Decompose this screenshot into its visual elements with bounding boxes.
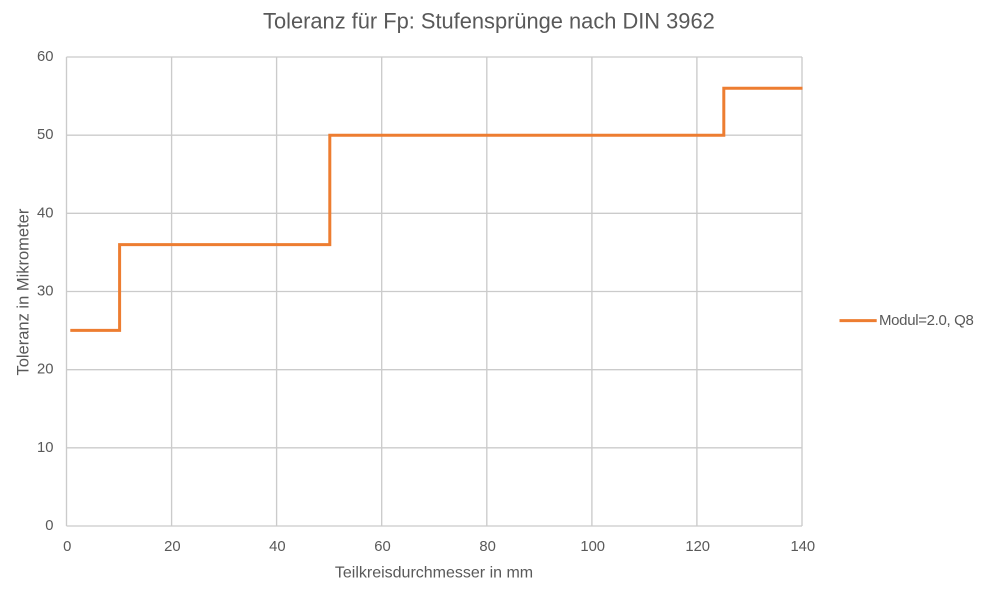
svg-text:50: 50 xyxy=(37,127,53,143)
svg-text:Teilkreisdurchmesser in mm: Teilkreisdurchmesser in mm xyxy=(335,565,533,582)
svg-text:40: 40 xyxy=(37,205,53,221)
svg-text:140: 140 xyxy=(790,539,815,555)
svg-text:30: 30 xyxy=(37,284,53,300)
svg-text:Toleranz in Mikrometer: Toleranz in Mikrometer xyxy=(15,208,33,375)
svg-text:60: 60 xyxy=(37,49,53,65)
svg-text:10: 10 xyxy=(37,440,53,456)
svg-text:0: 0 xyxy=(63,539,71,555)
svg-text:20: 20 xyxy=(164,539,180,555)
svg-text:80: 80 xyxy=(479,539,495,555)
svg-text:Modul=2.0, Q8: Modul=2.0, Q8 xyxy=(879,312,974,329)
svg-text:0: 0 xyxy=(45,518,53,534)
svg-text:40: 40 xyxy=(269,539,285,555)
svg-text:100: 100 xyxy=(580,539,605,555)
svg-text:60: 60 xyxy=(374,539,390,555)
svg-text:120: 120 xyxy=(685,539,710,555)
svg-text:Toleranz für Fp: Stufensprünge: Toleranz für Fp: Stufensprünge nach DIN … xyxy=(263,9,715,34)
svg-text:20: 20 xyxy=(37,362,53,378)
